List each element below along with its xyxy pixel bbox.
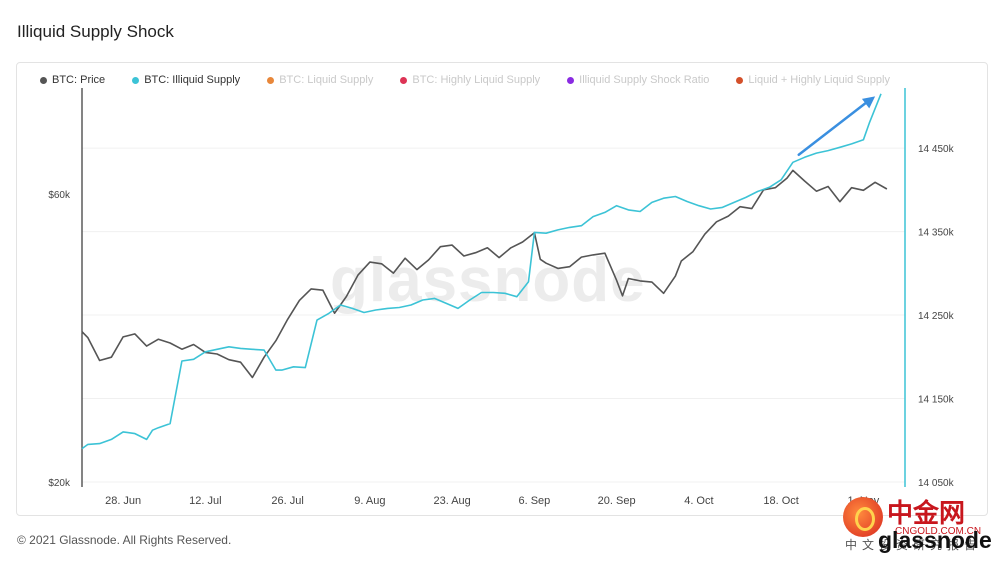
legend-label: BTC: Illiquid Supply [144,74,241,86]
illiquid-supply-series-line [81,93,882,450]
legend-dot-icon [736,76,744,84]
legend-dot-icon [267,76,275,84]
legend-label: BTC: Price [52,74,106,86]
stamp-caption: 中文投资研究报告 [845,538,982,552]
legend-label: Liquid + Highly Liquid Supply [748,74,890,86]
copyright-text: © 2021 Glassnode. All Rights Reserved. [17,533,232,547]
x-tick-label: 18. Oct [763,495,798,507]
stamp-logo-icon [843,497,883,537]
x-tick-label: 20. Sep [598,495,636,507]
x-tick-label: 26. Jul [271,495,303,507]
legend-label: BTC: Highly Liquid Supply [412,74,541,86]
y-left-tick-label: $20k [48,478,71,489]
x-tick-label: 4. Oct [684,495,713,507]
annotation-arrow-line [797,99,871,157]
stamp-url: CNGOLD.COM.CN [895,526,982,537]
chart-panel [16,62,988,516]
legend-dot-icon [400,76,408,84]
legend-item-btc-price[interactable]: BTC: Price [40,73,105,87]
brand-logo: glassnode [878,527,992,553]
legend-item-shock-ratio[interactable]: Illiquid Supply Shock Ratio [567,73,709,87]
legend-item-liquid-supply[interactable]: BTC: Liquid Supply [267,73,373,87]
x-tick-label: 23. Aug [433,495,470,507]
stamp-title: 中金网 [887,498,966,528]
y-right-tick-label: 14 050k [918,478,955,489]
legend-item-illiquid-supply[interactable]: BTC: Illiquid Supply [132,73,240,87]
y-right-tick-label: 14 450k [918,144,955,155]
page-title: Illiquid Supply Shock [17,22,174,41]
y-right-tick-label: 14 350k [918,228,955,239]
legend-item-liquid-highly-liquid[interactable]: Liquid + Highly Liquid Supply [736,73,890,87]
legend-label: BTC: Liquid Supply [279,74,374,86]
legend-item-highly-liquid-supply[interactable]: BTC: Highly Liquid Supply [400,73,540,87]
legend-label: Illiquid Supply Shock Ratio [579,74,710,86]
x-tick-label: 12. Jul [189,495,221,507]
watermark-logo: glassnode [330,246,646,315]
y-left-tick-label: $60k [48,190,71,201]
legend: BTC: Price BTC: Illiquid Supply BTC: Liq… [40,73,890,87]
x-tick-label: 9. Aug [354,495,385,507]
publisher-stamp: 中金网 CNGOLD.COM.CN 中文投资研究报告 [843,491,983,556]
x-tick-label: 6. Sep [518,495,550,507]
y-right-tick-label: 14 150k [918,395,955,406]
legend-dot-icon [40,76,47,84]
y-right-tick-label: 14 250k [918,311,955,322]
x-tick-label: 28. Jun [105,495,141,507]
price-series-line [81,169,888,379]
legend-dot-icon [567,76,575,84]
legend-dot-icon [132,76,140,84]
annotation-arrow-head-icon [861,96,876,109]
